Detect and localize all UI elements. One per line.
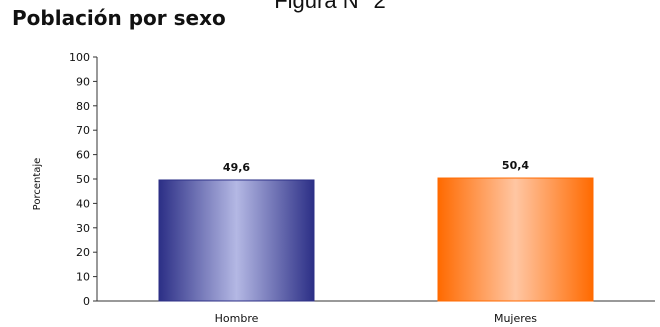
category-label-hombre: Hombre [215, 312, 259, 325]
y-axis-label: Porcentaje [32, 158, 43, 211]
data-label-mujeres: 50,4 [502, 159, 529, 172]
bar-hombre [158, 179, 315, 302]
y-tick-label: 50 [76, 173, 90, 186]
chart-title: Población por sexo [12, 6, 226, 30]
bar-mujeres [437, 177, 594, 302]
y-tick-label: 20 [76, 246, 90, 259]
data-label-hombre: 49,6 [223, 161, 250, 174]
category-label-mujeres: Mujeres [494, 312, 537, 325]
y-tick-label: 40 [76, 197, 90, 210]
y-tick-label: 90 [76, 75, 90, 88]
y-tick-label: 100 [69, 51, 90, 64]
y-tick-label: 70 [76, 124, 90, 137]
y-tick-label: 60 [76, 149, 90, 162]
y-tick-label: 10 [76, 271, 90, 284]
y-tick-label: 80 [76, 100, 90, 113]
figure-caption: Figura N° 2 [274, 0, 386, 13]
y-tick-label: 0 [83, 295, 90, 308]
plot-area: 0 10 20 30 40 50 60 70 80 90 100 49,6 Hombre 50,4 Muje… [69, 51, 655, 325]
y-tick-label: 30 [76, 222, 90, 235]
